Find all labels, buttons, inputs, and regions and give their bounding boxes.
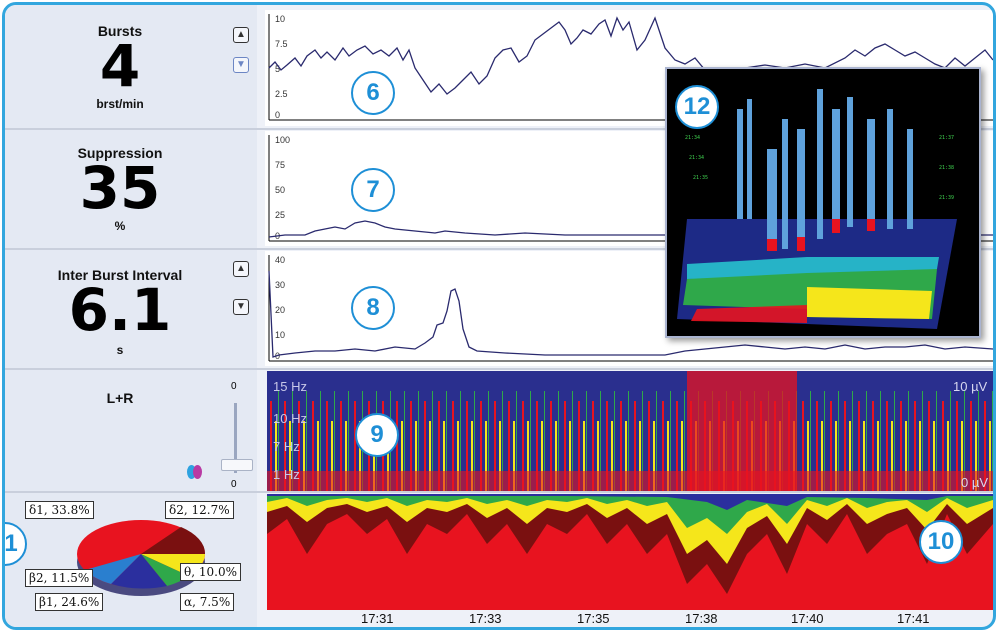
- gain-slider-track[interactable]: [234, 403, 237, 473]
- svg-text:21:39: 21:39: [939, 195, 954, 201]
- pie-label-theta: θ, 10.0%: [180, 563, 241, 581]
- pie-label-alpha: α, 7.5%: [180, 593, 235, 611]
- chevron-up-icon: ▲: [236, 29, 246, 40]
- chevron-up-icon: ▲: [236, 263, 246, 274]
- bursts-axis-tick: 7.5: [275, 39, 288, 49]
- band-power-chart: [267, 494, 993, 610]
- bursts-scale-down-button[interactable]: ▼: [233, 57, 249, 73]
- 3d-spectral-array: 21:34 21:34 21:35 21:37 21:38 21:39: [667, 69, 979, 336]
- ibi-label: Inter Burst Interval: [57, 267, 183, 283]
- bursts-trace: [268, 16, 993, 95]
- freq-label: 1 Hz: [273, 467, 300, 482]
- lr-label: L+R: [106, 390, 134, 406]
- suppression-axis-tick: 100: [275, 135, 290, 145]
- slider-bottom-value: 0: [231, 479, 237, 490]
- bursts-axis-tick: 5: [275, 64, 280, 74]
- amplitude-min-label: 0 µV: [961, 475, 988, 490]
- freq-label: 7 Hz: [273, 439, 300, 454]
- ibi-axis-tick: 40: [275, 255, 285, 265]
- bursts-label: Bursts: [97, 23, 143, 39]
- freq-label: 15 Hz: [273, 379, 307, 394]
- ibi-axis-tick: 30: [275, 280, 285, 290]
- suppression-axis-tick: 75: [275, 160, 285, 170]
- callout-badge-9: 9: [355, 413, 399, 457]
- chevron-down-icon: ▼: [236, 301, 246, 312]
- ibi-value: 6.1: [68, 276, 172, 344]
- row-separator: [5, 368, 993, 370]
- suppression-label: Suppression: [77, 145, 163, 161]
- time-label: 17:38: [685, 611, 718, 626]
- pie-label-delta2: δ2, 12.7%: [165, 501, 234, 519]
- bursts-axis-tick: 2.5: [275, 89, 288, 99]
- callout-badge-8: 8: [351, 286, 395, 330]
- bursts-axis-tick: 0: [275, 110, 280, 120]
- freq-label: 10 Hz: [273, 411, 307, 426]
- bursts-value: 4: [99, 32, 141, 100]
- svg-text:21:34: 21:34: [685, 135, 700, 141]
- suppression-value: 35: [79, 154, 161, 222]
- ibi-trace: [268, 270, 993, 358]
- slider-top-value: 0: [231, 381, 237, 392]
- ibi-axis-tick: 20: [275, 305, 285, 315]
- ibi-axis-tick: 10: [275, 330, 285, 340]
- bursts-scale-up-button[interactable]: ▲: [233, 27, 249, 43]
- row-separator: [5, 491, 993, 493]
- svg-text:21:37: 21:37: [939, 135, 954, 141]
- suppression-axis-tick: 50: [275, 185, 285, 195]
- callout-badge-11: 11: [5, 522, 27, 566]
- time-label: 17:31: [361, 611, 394, 626]
- amplitude-max-label: 10 µV: [953, 379, 988, 394]
- time-label: 17:41: [897, 611, 930, 626]
- pie-label-beta1: β1, 24.6%: [35, 593, 104, 611]
- pie-label-delta1: δ1, 33.8%: [25, 501, 94, 519]
- time-label: 17:33: [469, 611, 502, 626]
- svg-text:21:35: 21:35: [693, 175, 708, 181]
- ibi-scale-up-button[interactable]: ▲: [233, 261, 249, 277]
- row-separator: [5, 128, 993, 130]
- time-label: 17:35: [577, 611, 610, 626]
- ibi-scale-down-button[interactable]: ▼: [233, 299, 249, 315]
- gain-slider-thumb[interactable]: [221, 459, 253, 471]
- suppression-axis-tick: 25: [275, 210, 285, 220]
- svg-text:21:34: 21:34: [689, 155, 704, 161]
- row-separator: [5, 248, 993, 250]
- callout-badge-10: 10: [919, 520, 963, 564]
- bursts-unit: brst/min: [96, 97, 144, 111]
- time-label: 17:40: [791, 611, 824, 626]
- callout-badge-6: 6: [351, 71, 395, 115]
- chevron-down-icon: ▼: [236, 59, 246, 70]
- svg-text:21:38: 21:38: [939, 165, 954, 171]
- callout-badge-12: 12: [675, 85, 719, 129]
- callout-badge-7: 7: [351, 168, 395, 212]
- bursts-axis-tick: 10: [275, 14, 285, 24]
- suppression-unit: %: [114, 219, 126, 233]
- color-map-icon[interactable]: [187, 465, 203, 479]
- ibi-unit: s: [116, 343, 124, 357]
- pie-label-beta2: β2, 11.5%: [25, 569, 94, 587]
